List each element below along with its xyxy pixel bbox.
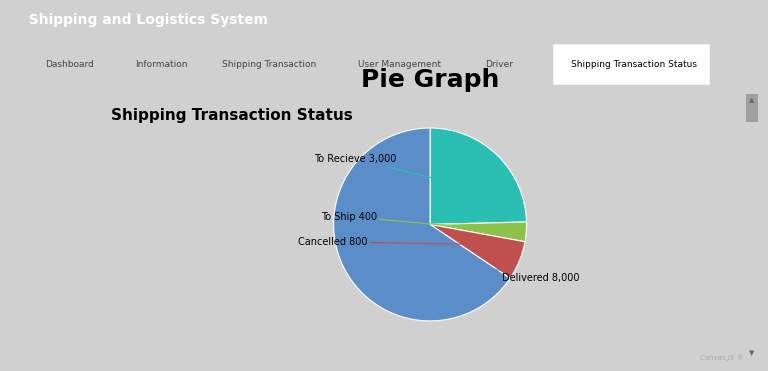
Title: Pie Graph: Pie Graph — [361, 68, 499, 92]
Text: Information: Information — [135, 60, 187, 69]
Wedge shape — [430, 222, 527, 242]
Text: ▼: ▼ — [750, 350, 754, 356]
Text: Cancelled 800: Cancelled 800 — [298, 237, 479, 247]
Text: Driver: Driver — [485, 60, 513, 69]
Wedge shape — [333, 128, 510, 321]
Text: Dashboard: Dashboard — [45, 60, 94, 69]
Text: Shipping Transaction: Shipping Transaction — [222, 60, 316, 69]
Text: Shipping Transaction Status: Shipping Transaction Status — [571, 60, 697, 69]
Text: Shipping and Logistics System: Shipping and Logistics System — [19, 13, 268, 27]
Text: To Recieve 3,000: To Recieve 3,000 — [314, 154, 467, 187]
Text: Canvas.JS ®: Canvas.JS ® — [700, 354, 743, 361]
Wedge shape — [430, 128, 527, 224]
Text: Shipping Transaction Status: Shipping Transaction Status — [111, 108, 353, 123]
Bar — [746, 95, 758, 122]
Text: User Management: User Management — [358, 60, 441, 69]
Text: To Ship 400: To Ship 400 — [321, 212, 483, 229]
Text: Delivered 8,000: Delivered 8,000 — [383, 249, 580, 282]
Wedge shape — [430, 224, 525, 278]
Text: ▲: ▲ — [750, 97, 754, 103]
FancyBboxPatch shape — [553, 45, 710, 85]
